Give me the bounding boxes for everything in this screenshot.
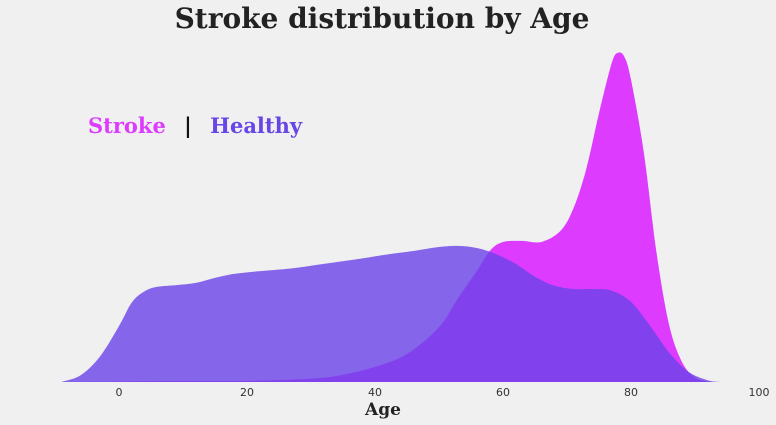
legend-label-stroke: Stroke [88,113,166,138]
x-tick-label: 40 [368,386,382,399]
density-areas [61,52,721,382]
x-tick-label: 0 [116,386,123,399]
x-tick-label: 60 [496,386,510,399]
legend: Stroke | Healthy [88,113,303,138]
x-tick-label: 20 [240,386,254,399]
legend-label-healthy: Healthy [210,113,303,138]
x-axis-label: Age [364,400,401,420]
chart-title: Stroke distribution by Age [175,2,590,35]
density-area-healthy [61,245,721,382]
legend-separator: | [184,113,192,138]
x-tick-label: 80 [624,386,638,399]
x-axis-ticks: 0 20 40 60 80 100 [116,386,770,399]
x-tick-label: 100 [749,386,770,399]
